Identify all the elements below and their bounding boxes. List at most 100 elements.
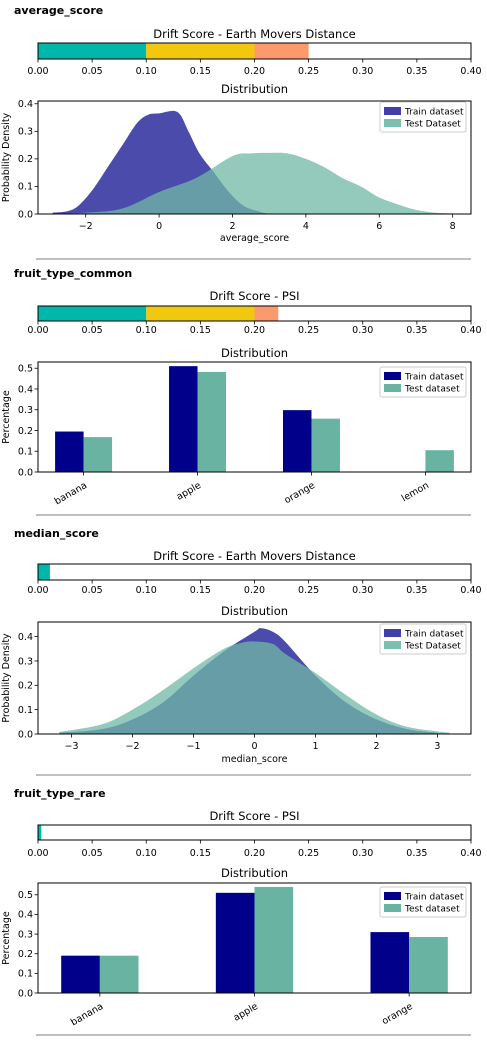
drift-tick-label: 0.20: [244, 585, 265, 596]
drift-tick-label: 0.35: [406, 585, 427, 596]
y-tick-label: 0.5: [18, 890, 33, 901]
legend-entry: Test Dataset: [404, 642, 461, 652]
distribution-title: Distribution: [221, 346, 288, 360]
x-tick-label: 2: [373, 741, 379, 752]
y-tick-label: 0.1: [18, 705, 33, 716]
category-label: orange: [283, 480, 318, 506]
distribution-chart: Distribution banana apple orange lemon 0.0 0.1…: [1, 346, 472, 507]
x-tick-label: 8: [450, 221, 456, 232]
category-label: apple: [175, 480, 203, 503]
legend-swatch: [384, 372, 401, 380]
x-tick-label: 0: [156, 221, 162, 232]
feature-title: fruit_type_common: [14, 267, 132, 280]
drift-tick-label: 0.25: [298, 585, 319, 596]
y-tick-label: 0.3: [18, 656, 33, 667]
drift-tick-label: 0.40: [460, 585, 481, 596]
y-tick-label: 0.4: [18, 910, 33, 921]
y-tick-label: 0.4: [18, 384, 33, 395]
distribution-title: Distribution: [221, 82, 288, 96]
distribution-chart: Distribution −3 −2 −1 0 1 2 3 median_score 0.0 0.1…: [1, 604, 472, 765]
drift-tick-label: 0.15: [190, 325, 211, 336]
drift-score-bar-segment: [38, 306, 147, 321]
bar-train-apple: [215, 892, 255, 993]
bar-test-apple: [254, 886, 294, 993]
x-tick-label: 1: [312, 741, 318, 752]
legend-swatch: [384, 641, 401, 649]
drift-tick-label: 0.35: [406, 66, 427, 77]
bar-test-orange: [311, 418, 340, 472]
legend: Train dataset Test dataset: [379, 886, 467, 918]
y-tick-label: 0.4: [18, 99, 33, 110]
feature-section-fruit-type-rare: fruit_type_rare Drift Score - PSI 0.00 0.05…: [1, 787, 482, 1036]
drift-chart-title: Drift Score - Earth Movers Distance: [153, 549, 355, 563]
feature-section-fruit-type-common: fruit_type_common Drift Score - PSI 0.00 0.…: [1, 267, 482, 516]
bar-train-banana: [61, 955, 100, 993]
legend-entry: Test dataset: [404, 905, 460, 915]
drift-tick-label: 0.05: [82, 325, 103, 336]
drift-tick-label: 0.30: [352, 66, 373, 77]
drift-tick-label: 0.20: [244, 848, 265, 859]
drift-score-bar-segment: [38, 564, 50, 580]
y-tick-label: 0.0: [18, 988, 33, 999]
y-tick-label: 0.1: [18, 182, 33, 193]
x-tick-label: −3: [65, 741, 79, 752]
x-tick-label: 4: [303, 221, 309, 232]
drift-tick-label: 0.25: [298, 848, 319, 859]
legend-entry: Train dataset: [404, 630, 464, 640]
legend-frame: [379, 623, 467, 655]
y-tick-label: 0.3: [18, 405, 33, 416]
drift-score-chart: Drift Score - Earth Movers Distance 0.00 0…: [27, 27, 481, 77]
drift-tick-label: 0.10: [136, 66, 157, 77]
x-tick-label: −1: [187, 741, 201, 752]
drift-chart-title: Drift Score - Earth Movers Distance: [153, 27, 355, 41]
drift-score-bar-segment: [38, 825, 42, 840]
drift-score-bar-segment: [38, 43, 147, 59]
distribution-chart: Distribution −2 0 2 4 6 8 average_score 0.0 0.1 0.…: [1, 82, 472, 244]
category-label: banana: [69, 1001, 105, 1028]
drift-tick-label: 0.10: [136, 848, 157, 859]
y-axis-label: Percentage: [1, 390, 12, 444]
y-tick-label: 0.2: [18, 949, 33, 960]
y-tick-label: 0.1: [18, 447, 33, 458]
drift-tick-label: 0.15: [190, 585, 211, 596]
legend-entry: Test dataset: [404, 385, 460, 395]
bar-test-orange: [409, 937, 448, 993]
series-area-test: [52, 152, 453, 214]
x-axis-label: median_score: [222, 754, 288, 765]
distribution-chart: Distribution banana apple orange 0.0 0.1 0.2 0.…: [1, 866, 472, 1028]
feature-title: median_score: [14, 527, 99, 540]
legend-entry: Train dataset: [404, 893, 464, 903]
bar-test-apple: [197, 371, 227, 472]
feature-section-average-score: average_score Drift Score - Earth Movers …: [1, 4, 482, 260]
drift-tick-label: 0.25: [298, 66, 319, 77]
drift-tick-label: 0.35: [406, 325, 427, 336]
y-tick-label: 0.2: [18, 154, 33, 165]
y-axis-label: Percentage: [1, 911, 12, 965]
series-area-test: [59, 641, 450, 734]
x-tick-label: 6: [376, 221, 382, 232]
drift-chart-title: Drift Score - PSI: [209, 809, 299, 823]
drift-axes-frame: [37, 824, 472, 841]
bar-train-orange: [282, 410, 312, 472]
drift-tick-label: 0.30: [352, 325, 373, 336]
drift-tick-label: 0.30: [352, 848, 373, 859]
bar-train-apple: [169, 366, 198, 472]
drift-score-bar-segment: [254, 306, 279, 321]
x-tick-label: 3: [434, 741, 440, 752]
y-tick-label: 0.2: [18, 426, 33, 437]
y-tick-label: 0.3: [18, 127, 33, 138]
axes-frame: [37, 100, 472, 215]
drift-tick-label: 0.15: [190, 66, 211, 77]
drift-tick-label: 0.05: [82, 66, 103, 77]
bar-test-lemon: [425, 450, 454, 472]
legend-swatch: [384, 629, 401, 637]
y-tick-label: 0.3: [18, 929, 33, 940]
drift-tick-label: 0.35: [406, 848, 427, 859]
feature-title: fruit_type_rare: [14, 787, 106, 800]
y-tick-label: 0.5: [18, 364, 33, 375]
legend-swatch: [384, 384, 401, 392]
drift-tick-label: 0.05: [82, 585, 103, 596]
drift-tick-label: 0.05: [82, 848, 103, 859]
category-label: orange: [380, 1001, 415, 1027]
